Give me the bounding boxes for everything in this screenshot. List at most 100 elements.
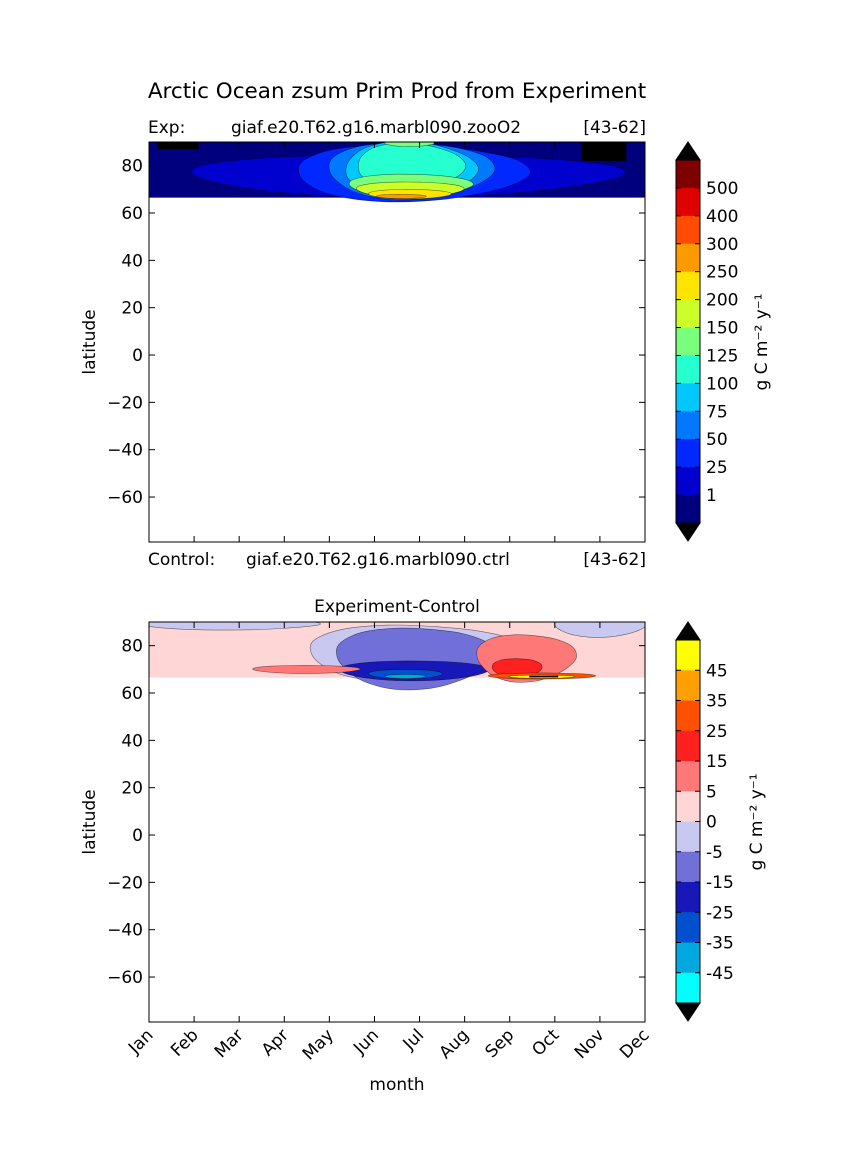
colorbar-tick-label: 100 [706,374,738,394]
x-tick-label: May [299,1025,338,1064]
over-range-patch [580,142,627,161]
colorbar-segment [676,327,700,356]
experiment-field [149,142,645,203]
colorbar-tick-label: 45 [706,661,728,681]
y-axis-label-2: latitude [80,789,100,854]
colorbar-segment [676,299,700,328]
colorbar-segment [676,700,700,732]
colorbar-tick-label: 300 [706,235,738,255]
colorbar-difference: 45 35 25 15 5 0 -5 -15 -25 -35 -45 [675,621,734,1022]
colorbar-frame [675,159,701,524]
difference-title: Experiment-Control [314,597,480,617]
experiment-panel: Exp: giaf.e20.T62.g16.marbl090.zooO2 [43… [80,118,772,570]
colorbar-segment [676,761,700,792]
colorbar-segment [676,187,700,217]
x-tick-label: Sep [481,1025,518,1062]
colorbar-tick-label: 5 [706,782,717,802]
figure-title: Arctic Ocean zsum Prim Prod from Experim… [148,79,646,104]
x-tick-label: Aug [436,1025,474,1063]
colorbar-over-arrow [675,621,701,641]
colorbar-label-2: g C m⁻² y⁻¹ [747,773,767,870]
contour-pole-150 [384,142,435,147]
y-tick-label: 40 [121,251,143,271]
control-label: Control: [148,550,215,570]
x-tick-label: Jul [399,1025,428,1054]
y-tick-label: 0 [132,826,143,846]
colorbar-tick-label: 250 [706,263,738,283]
x-tick-label: Jan [124,1025,157,1058]
y-tick-label: 80 [121,157,143,177]
contour-neg-5-north [149,622,321,631]
difference-panel: Experiment-Control 80 60 40 20 0 −20 −40 −60 Jan… [80,597,767,1095]
colorbar-segment [676,271,700,300]
colorbar-tick-label: -5 [706,843,723,863]
contour-300 [376,194,427,199]
colorbar-segment [676,439,700,468]
y-tick-label: 60 [121,204,143,224]
y-tick-label: −20 [107,393,143,413]
colorbar-tick-label: 25 [706,458,728,478]
x-tick-label: Dec [616,1025,653,1062]
exp-case: giaf.e20.T62.g16.marbl090.zooO2 [231,118,521,138]
colorbar-tick-label: 15 [706,752,728,772]
plot-frame-1 [148,141,646,543]
colorbar-tick-label: 0 [706,813,717,833]
plot-frame-2 [148,621,646,1023]
colorbar-under-arrow [675,522,701,542]
y-tick-label: 40 [121,731,143,751]
over-range-patch [157,142,199,150]
colorbar-tick-label: 500 [706,179,738,199]
axes-experiment: 80 60 40 20 0 −20 −40 −60 [107,142,646,542]
control-years: [43-62] [583,550,646,570]
colorbar-tick-label: -25 [706,903,734,923]
colorbar-segment [676,160,700,189]
colorbar-segment [676,942,700,974]
x-tick-label: Jun [349,1025,383,1059]
y-tick-label: −20 [107,873,143,893]
y-tick-label: 80 [121,637,143,657]
colorbar-tick-label: 50 [706,430,728,450]
x-tick-label: Mar [211,1025,248,1062]
colorbar-segment [676,730,700,762]
colorbar-segment [676,495,700,524]
exp-label: Exp: [148,118,185,138]
colorbar-label-1: g C m⁻² y⁻¹ [752,293,772,390]
y-tick-label: −40 [107,921,143,941]
colorbar-segment [676,411,700,440]
difference-field [149,622,645,691]
colorbar-experiment: 500 400 300 250 200 150 125 100 75 50 25 1 [675,141,738,542]
contour-neg-45 [384,674,427,679]
colorbar-tick-label: 1 [706,486,717,506]
colorbar-segment [676,882,700,913]
y-tick-label: 0 [132,346,143,366]
colorbar-tick-label: 125 [706,346,738,366]
y-tick-label: 20 [121,299,143,319]
colorbar-tick-label: 400 [706,207,738,227]
y-axis-label-1: latitude [80,309,100,374]
control-case: giaf.e20.T62.g16.marbl090.ctrl [246,550,510,570]
colorbar-tick-label: 35 [706,692,728,712]
colorbar-over-arrow [675,141,701,161]
x-tick-label: Apr [258,1025,293,1060]
colorbar-tick-label: -35 [706,934,734,954]
colorbar-tick-label: -45 [706,964,734,984]
y-tick-label: 20 [121,779,143,799]
colorbar-tick-label: 150 [706,319,738,339]
colorbar-segment [676,215,700,245]
y-tick-label: −60 [107,488,143,508]
x-axis-label: month [369,1075,424,1095]
x-tick-label: Oct [528,1025,563,1060]
colorbar-tick-label: -15 [706,873,734,893]
colorbar-segment [676,243,700,272]
colorbar-segment [676,791,700,822]
colorbar-segment [676,972,700,1004]
colorbar-segment [676,383,700,412]
y-tick-label: −60 [107,968,143,988]
colorbar-segment [676,670,700,701]
colorbar-segment [676,821,700,853]
colorbar-segment [676,355,700,384]
colorbar-tick-label: 200 [706,291,738,311]
y-tick-label: 60 [121,684,143,704]
y-tick-label: −40 [107,441,143,461]
